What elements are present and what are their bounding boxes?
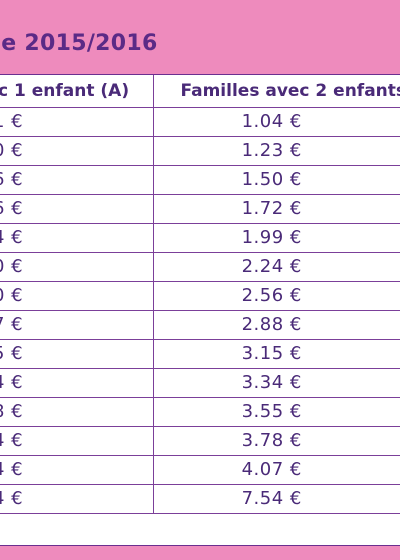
- cell-one-child-value: 70 €: [0, 256, 24, 277]
- tariff-table-container: c 1 enfant (A) Familles avec 2 enfants 2…: [0, 74, 400, 546]
- table-row: 04 € 3.34 €: [0, 368, 400, 398]
- cell-one-child: 54 €: [0, 426, 154, 456]
- cell-one-child: 84 €: [0, 455, 154, 485]
- cell-two-children: 1.99 €: [153, 223, 400, 253]
- cell-one-child: 50 €: [0, 136, 154, 166]
- cell-one-child: 28 €: [0, 397, 154, 427]
- cell-one-child: 76 €: [0, 165, 154, 195]
- table-row: 34 € 1.99 €: [0, 223, 400, 253]
- cell-two-children: 3.78 €: [153, 426, 400, 456]
- page-title: ée 2015/2016: [0, 31, 158, 56]
- cell-one-child-value: 54 €: [0, 488, 24, 509]
- table-row: 54 € 7.54 €: [0, 484, 400, 514]
- cell-one-child: 06 €: [0, 194, 154, 224]
- cell-one-child-value: 47 €: [0, 314, 24, 335]
- table-row: 47 € 2.88 €: [0, 310, 400, 340]
- cell-one-child: 70 €: [0, 252, 154, 282]
- cell-two-children: 3.34 €: [153, 368, 400, 398]
- cell-two-children: 7.54 €: [153, 484, 400, 514]
- table-row: 75 € 3.15 €: [0, 339, 400, 369]
- table-row: 50 € 1.23 €: [0, 136, 400, 166]
- cell-one-child: 10 €: [0, 281, 154, 311]
- cell-one-child: 04 €: [0, 368, 154, 398]
- cell-two-children: 1.50 €: [153, 165, 400, 195]
- table-row: 70 € 2.24 €: [0, 252, 400, 282]
- table-row: 84 € 4.07 €: [0, 455, 400, 485]
- cell-two-children: 2.24 €: [153, 252, 400, 282]
- table-row: 76 € 1.50 €: [0, 165, 400, 195]
- cell-one-child: 47 €: [0, 310, 154, 340]
- cell-two-children: 4.07 €: [153, 455, 400, 485]
- tariff-table: c 1 enfant (A) Familles avec 2 enfants 2…: [0, 75, 400, 514]
- cell-two-children: 1.23 €: [153, 136, 400, 166]
- cell-one-child-value: 10 €: [0, 285, 24, 306]
- column-header-one-child: c 1 enfant (A): [0, 75, 154, 108]
- cell-one-child: 54 €: [0, 484, 154, 514]
- table-body: 21 € 1.04 € 50 € 1.23 € 76 € 1.50 € 06 € 1.72 €…: [0, 107, 400, 514]
- cell-two-children: 3.15 €: [153, 339, 400, 369]
- cell-two-children: 1.04 €: [153, 107, 400, 137]
- cell-one-child-value: 21 €: [0, 111, 24, 132]
- cell-one-child-value: 04 €: [0, 372, 24, 393]
- cell-one-child: 75 €: [0, 339, 154, 369]
- table-header-row: c 1 enfant (A) Familles avec 2 enfants: [0, 75, 400, 108]
- cell-one-child-value: 50 €: [0, 140, 24, 161]
- cell-two-children: 3.55 €: [153, 397, 400, 427]
- table-row: 21 € 1.04 €: [0, 107, 400, 137]
- cell-two-children: 1.72 €: [153, 194, 400, 224]
- cell-two-children: 2.56 €: [153, 281, 400, 311]
- cell-one-child: 34 €: [0, 223, 154, 253]
- column-header-two-children: Familles avec 2 enfants: [153, 75, 400, 108]
- cell-one-child-value: 54 €: [0, 430, 24, 451]
- table-row: 28 € 3.55 €: [0, 397, 400, 427]
- table-row: 54 € 3.78 €: [0, 426, 400, 456]
- cell-two-children: 2.88 €: [153, 310, 400, 340]
- cell-one-child-value: 75 €: [0, 343, 24, 364]
- cell-one-child-value: 28 €: [0, 401, 24, 422]
- cell-one-child-value: 76 €: [0, 169, 24, 190]
- table-row: 06 € 1.72 €: [0, 194, 400, 224]
- cell-one-child-value: 84 €: [0, 459, 24, 480]
- cell-one-child: 21 €: [0, 107, 154, 137]
- cell-one-child-value: 34 €: [0, 227, 24, 248]
- table-row: 10 € 2.56 €: [0, 281, 400, 311]
- cell-one-child-value: 06 €: [0, 198, 24, 219]
